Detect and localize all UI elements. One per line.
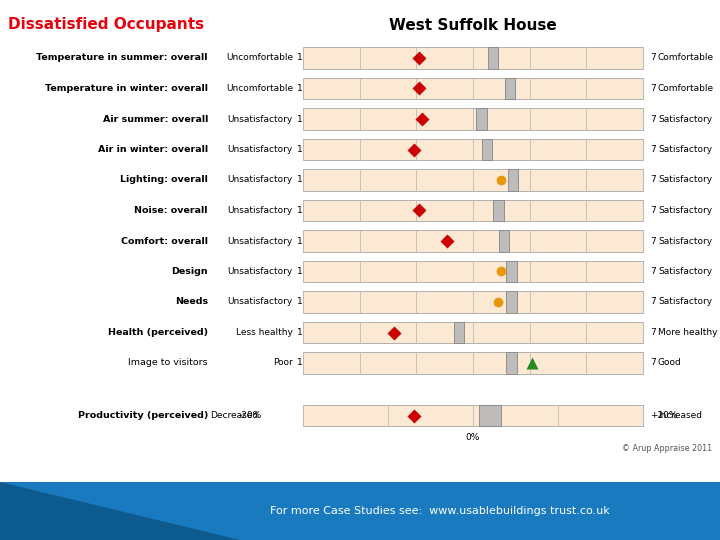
Text: 7: 7 [650, 176, 656, 185]
Bar [0, 482, 720, 540]
Text: 1: 1 [297, 328, 302, 337]
Bar [303, 291, 643, 313]
Text: 7: 7 [650, 114, 656, 124]
Text: 7: 7 [650, 53, 656, 63]
Bar [506, 352, 517, 374]
Text: 1: 1 [297, 298, 302, 307]
Bar [303, 405, 643, 426]
Text: Unsatisfactory: Unsatisfactory [228, 298, 293, 307]
Text: Satisfactory: Satisfactory [658, 206, 712, 215]
Text: Air in winter: overall: Air in winter: overall [98, 145, 208, 154]
Text: 0%: 0% [466, 433, 480, 442]
Text: More healthy: More healthy [658, 328, 718, 337]
Bar [508, 169, 518, 191]
Text: Image to visitors: Image to visitors [128, 359, 208, 368]
Bar [482, 139, 492, 160]
Bar [454, 322, 464, 343]
Text: Satisfactory: Satisfactory [658, 298, 712, 307]
Text: 7: 7 [650, 237, 656, 246]
Text: West Suffolk House: West Suffolk House [389, 17, 557, 32]
Bar [303, 352, 643, 374]
Bar [505, 78, 515, 99]
Text: 7: 7 [650, 298, 656, 307]
Text: Comfortable: Comfortable [658, 84, 714, 93]
Text: Satisfactory: Satisfactory [658, 237, 712, 246]
Text: Unsatisfactory: Unsatisfactory [228, 114, 293, 124]
Text: Comfort: overall: Comfort: overall [121, 237, 208, 246]
Text: Uncomfortable: Uncomfortable [226, 84, 293, 93]
Text: 7: 7 [650, 267, 656, 276]
Text: Dissatisfied Occupants: Dissatisfied Occupants [8, 17, 204, 32]
Bar [480, 405, 500, 426]
Text: 1: 1 [297, 84, 302, 93]
Text: 1: 1 [297, 114, 302, 124]
Text: Comfortable: Comfortable [658, 53, 714, 63]
Bar [506, 261, 517, 282]
Text: Increased: Increased [658, 411, 702, 420]
Text: 1: 1 [297, 359, 302, 368]
Text: Temperature in summer: overall: Temperature in summer: overall [37, 53, 208, 63]
Bar [303, 322, 643, 343]
Text: 7: 7 [650, 328, 656, 337]
Bar [303, 200, 643, 221]
Text: Health (perceived): Health (perceived) [108, 328, 208, 337]
Text: Poor: Poor [274, 359, 293, 368]
Text: Satisfactory: Satisfactory [658, 114, 712, 124]
Text: Unsatisfactory: Unsatisfactory [228, 145, 293, 154]
Bar [303, 139, 643, 160]
Bar [499, 230, 509, 252]
Bar [303, 47, 643, 69]
Bar [493, 200, 503, 221]
Bar [303, 108, 643, 130]
Text: 7: 7 [650, 359, 656, 368]
Polygon shape [0, 482, 240, 540]
Text: Needs: Needs [175, 298, 208, 307]
Text: Unsatisfactory: Unsatisfactory [228, 267, 293, 276]
Text: Unsatisfactory: Unsatisfactory [228, 237, 293, 246]
Text: For more Case Studies see:  www.usablebuildings trust.co.uk: For more Case Studies see: www.usablebui… [270, 506, 610, 516]
Text: 7: 7 [650, 206, 656, 215]
Bar [477, 108, 487, 130]
Text: Temperature in winter: overall: Temperature in winter: overall [45, 84, 208, 93]
Text: Uncomfortable: Uncomfortable [226, 53, 293, 63]
Bar [487, 47, 498, 69]
Text: -20%: -20% [239, 411, 262, 420]
Text: Satisfactory: Satisfactory [658, 176, 712, 185]
Text: 1: 1 [297, 145, 302, 154]
Text: Less healthy: Less healthy [236, 328, 293, 337]
Text: © Arup Appraise 2011: © Arup Appraise 2011 [622, 444, 712, 453]
Bar [303, 230, 643, 252]
Text: 1: 1 [297, 267, 302, 276]
Text: Satisfactory: Satisfactory [658, 267, 712, 276]
Text: 7: 7 [650, 84, 656, 93]
Text: 7: 7 [650, 145, 656, 154]
Text: +20%: +20% [650, 411, 678, 420]
Text: 1: 1 [297, 53, 302, 63]
Bar [303, 169, 643, 191]
Text: Unsatisfactory: Unsatisfactory [228, 176, 293, 185]
Text: Productivity (perceived): Productivity (perceived) [78, 411, 208, 420]
Text: Satisfactory: Satisfactory [658, 145, 712, 154]
Bar [506, 291, 517, 313]
Text: Noise: overall: Noise: overall [135, 206, 208, 215]
Text: Design: Design [171, 267, 208, 276]
Text: Air summer: overall: Air summer: overall [103, 114, 208, 124]
Text: 1: 1 [297, 237, 302, 246]
Text: Unsatisfactory: Unsatisfactory [228, 206, 293, 215]
Text: 1: 1 [297, 206, 302, 215]
Bar [303, 261, 643, 282]
Text: Decreased: Decreased [210, 411, 258, 420]
Text: Lighting: overall: Lighting: overall [120, 176, 208, 185]
Bar [303, 78, 643, 99]
Text: 1: 1 [297, 176, 302, 185]
Text: Good: Good [658, 359, 682, 368]
